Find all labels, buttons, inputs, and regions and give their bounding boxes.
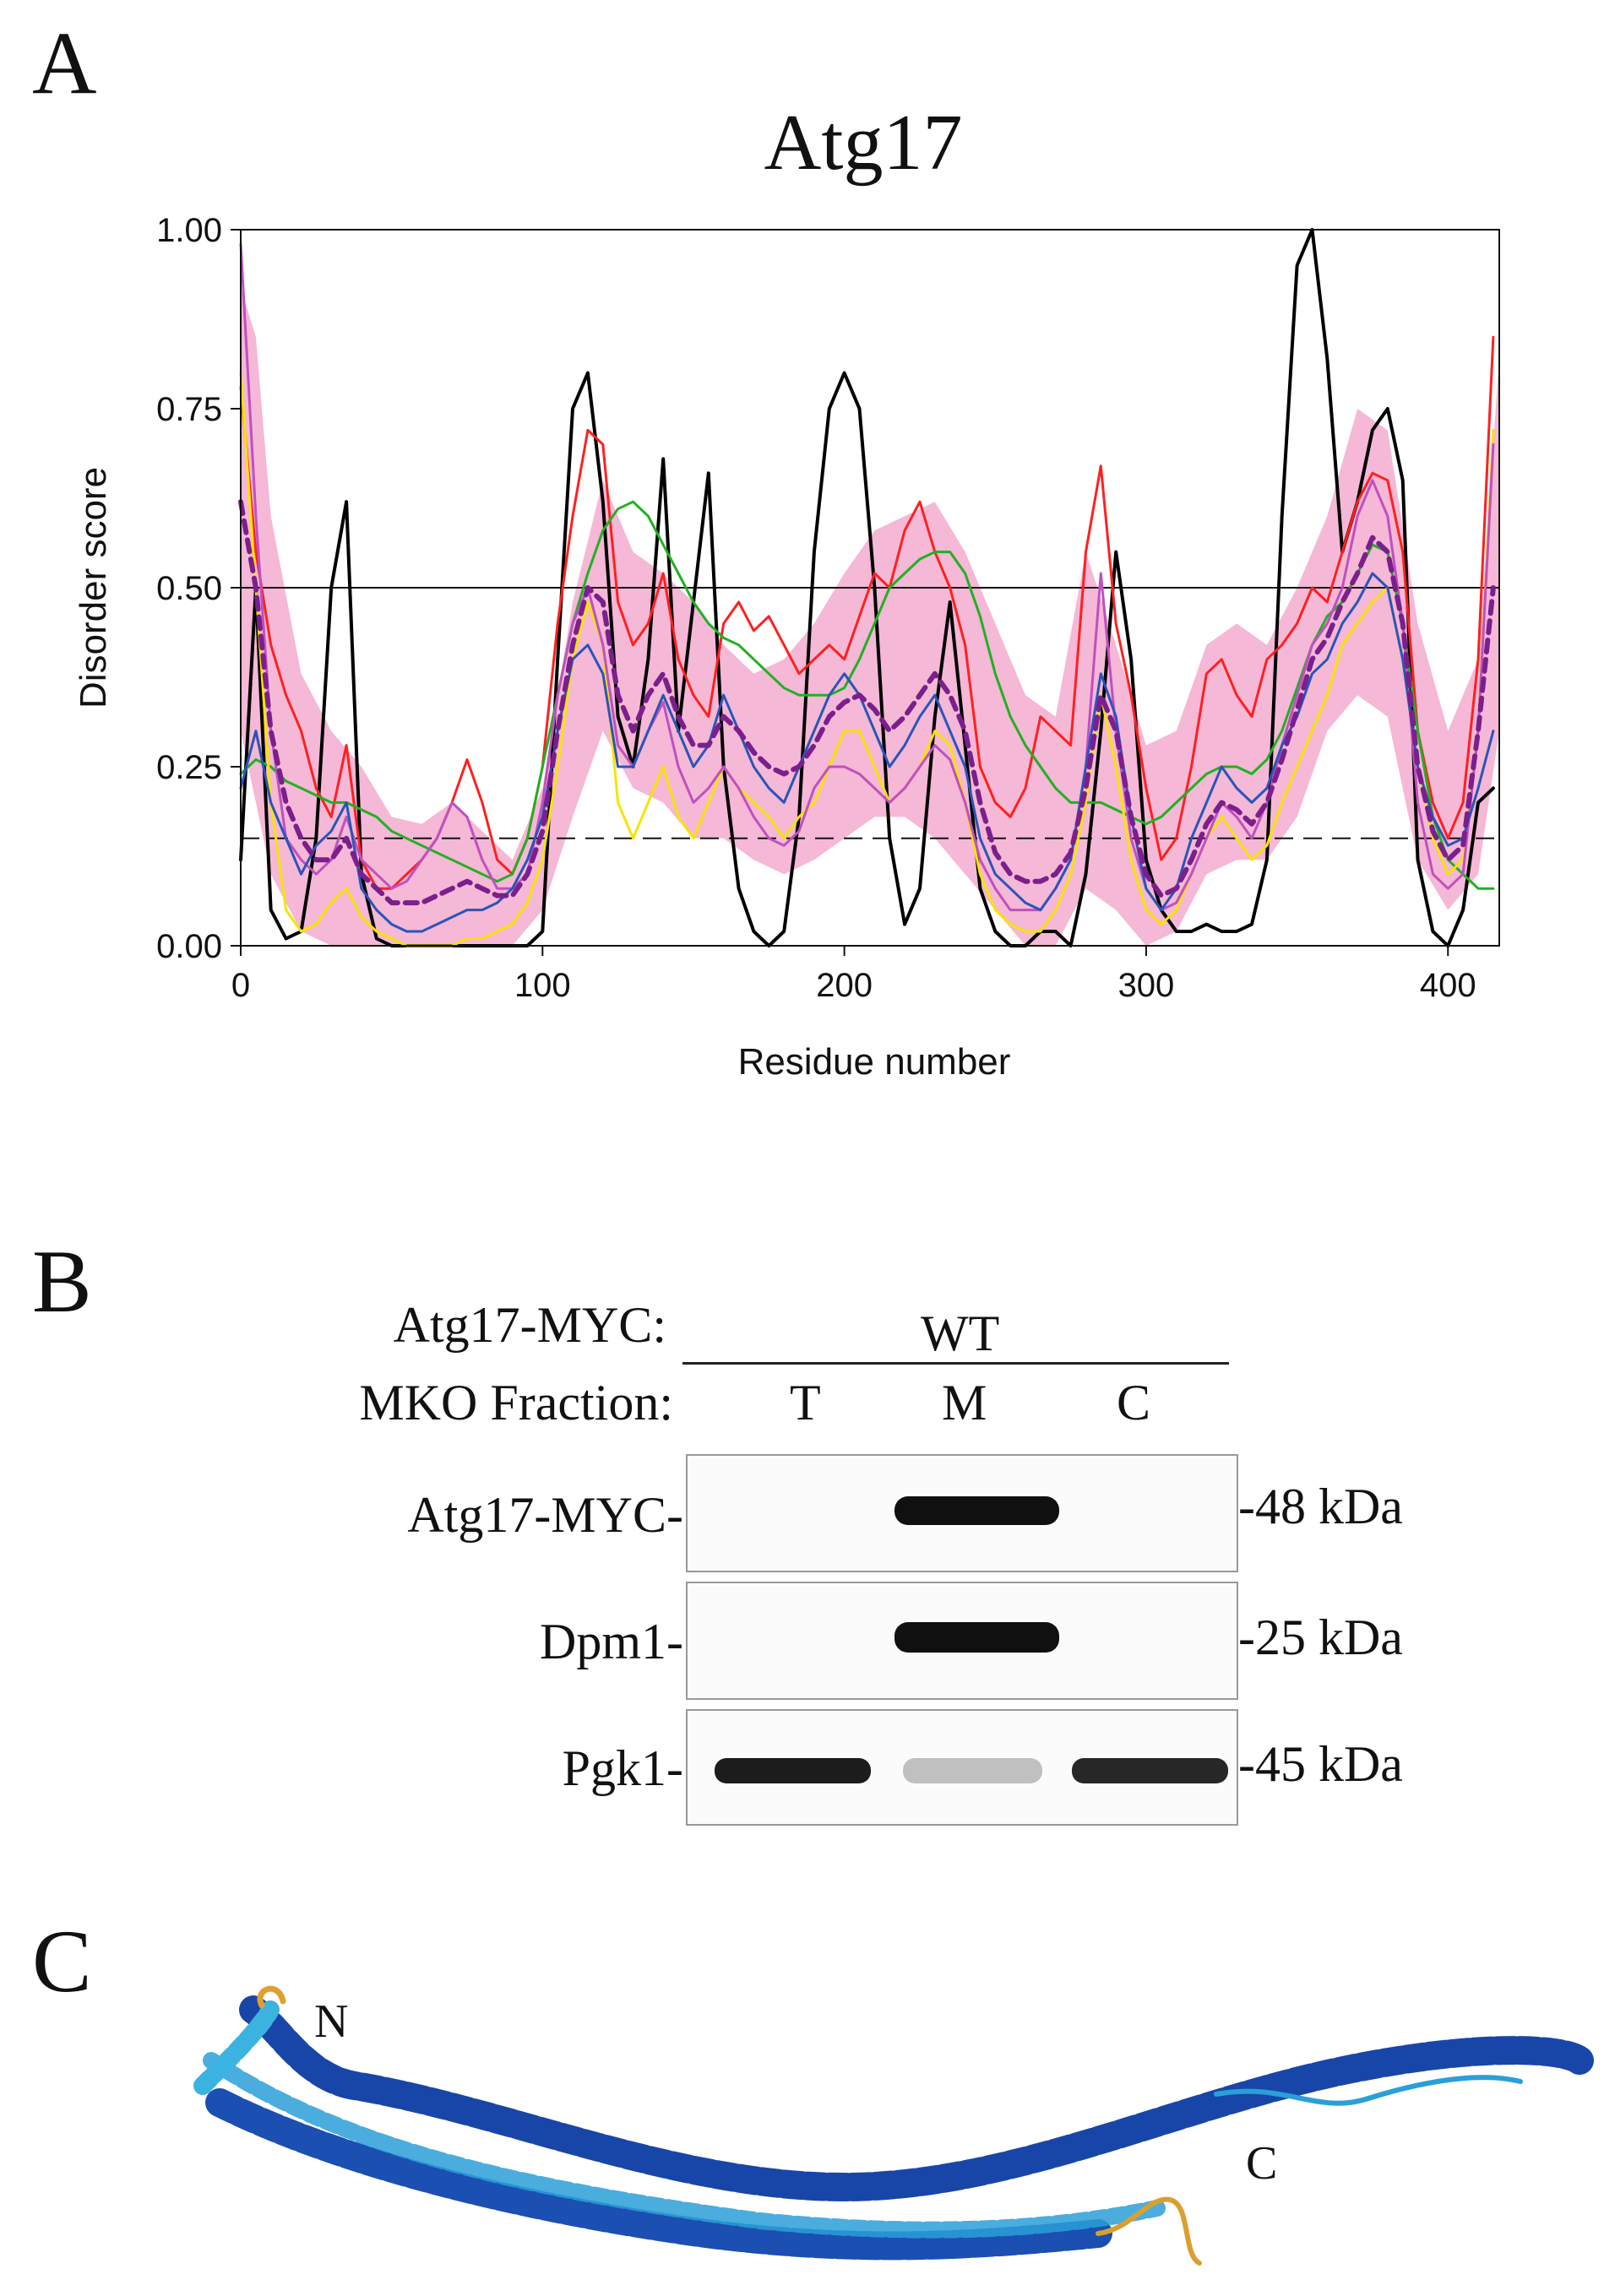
blot-header-underline xyxy=(682,1362,1229,1365)
series-line-4 xyxy=(239,242,1495,912)
y-tick-label: 0.75 xyxy=(156,391,222,428)
row-label-atg17-myc: Atg17-MYC- xyxy=(407,1487,683,1543)
y-tick-label: 1.00 xyxy=(156,212,222,249)
axis-ticks: 0.00 0.25 0.50 0.75 1.00 0 100 200 300 400 xyxy=(156,212,1476,1004)
panel-letter-c: C xyxy=(32,1912,92,2011)
c-terminus-label: C xyxy=(1246,2137,1277,2190)
row-size-48kda: -48 kDa xyxy=(1238,1479,1403,1534)
helix-upper xyxy=(239,1995,1594,2201)
helix-middle xyxy=(203,2052,1166,2239)
x-tick-label: 400 xyxy=(1420,967,1476,1004)
series-line-5 xyxy=(239,572,1495,933)
blot-fraction-label: MKO Fraction: xyxy=(359,1375,673,1430)
disorder-series xyxy=(238,228,1496,947)
band-c xyxy=(1072,1758,1228,1783)
row-label-pgk1: Pgk1- xyxy=(562,1740,683,1796)
helix-lower xyxy=(205,2088,1112,2261)
row-label-dpm1: Dpm1- xyxy=(540,1614,683,1669)
x-tick-label: 0 xyxy=(231,967,250,1004)
y-axis-label: Disorder score xyxy=(73,467,114,708)
band-m xyxy=(903,1758,1042,1783)
band-m xyxy=(894,1496,1059,1525)
n-terminal-helix xyxy=(193,2000,280,2095)
x-axis-label: Residue number xyxy=(738,1041,1011,1083)
blot-panel-atg17 xyxy=(686,1454,1238,1572)
lane-label-c: C xyxy=(1117,1375,1151,1430)
lane-label-t: T xyxy=(790,1375,821,1430)
series-line-6 xyxy=(238,499,1496,906)
panel-letter-b: B xyxy=(32,1232,92,1331)
row-size-45kda: -45 kDa xyxy=(1238,1736,1403,1792)
protein-structure: N C xyxy=(193,1985,1594,2266)
n-terminus-label: N xyxy=(314,1995,348,2048)
c-terminal-loop xyxy=(1214,2075,1523,2106)
blot-panel-pgk1 xyxy=(686,1709,1238,1826)
y-tick-label: 0.00 xyxy=(156,928,222,965)
disordered-loop xyxy=(1096,2196,1202,2266)
x-tick-label: 100 xyxy=(514,967,571,1004)
blot-panel-dpm1 xyxy=(686,1582,1238,1700)
row-size-25kda: -25 kDa xyxy=(1238,1609,1403,1665)
x-tick-label: 300 xyxy=(1118,967,1175,1004)
band-t xyxy=(715,1758,871,1783)
band-m xyxy=(894,1622,1059,1653)
series-line-2 xyxy=(239,500,1495,890)
y-tick-label: 0.50 xyxy=(156,570,222,607)
lane-label-m: M xyxy=(942,1375,987,1430)
blot-header-group: WT xyxy=(921,1305,1000,1361)
panel-letter-a: A xyxy=(32,14,97,112)
n-terminal-loop xyxy=(257,1985,286,2009)
chart-title: Atg17 xyxy=(764,99,963,187)
blot-header-label: Atg17-MYC: xyxy=(393,1297,666,1353)
y-tick-label: 0.25 xyxy=(156,749,222,786)
disorder-chart: Atg17 0.000.250.500.751.000 100 200 300 400 … xyxy=(73,99,1500,1083)
x-tick-label: 200 xyxy=(816,967,873,1004)
